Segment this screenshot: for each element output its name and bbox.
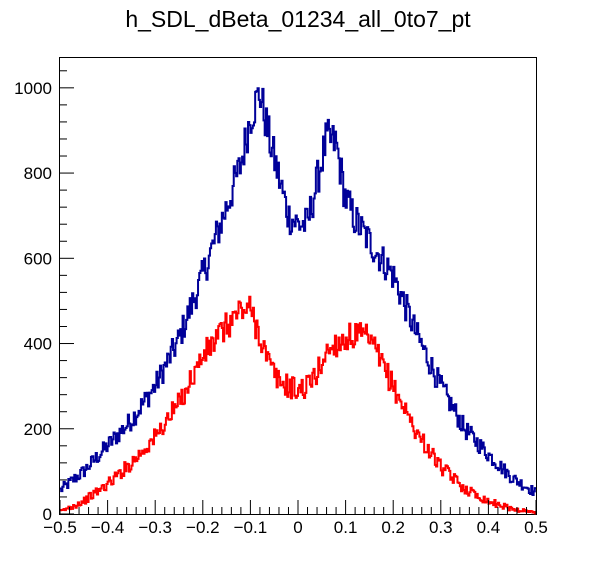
x-tick-label: −0.3	[138, 518, 172, 537]
x-tick-label: −0.1	[234, 518, 268, 537]
plot-frame	[59, 57, 537, 515]
x-tick-label: 0.4	[477, 518, 501, 537]
x-tick-label: −0.2	[186, 518, 220, 537]
x-tick-label: −0.5	[43, 518, 77, 537]
x-tick-label: 0.5	[524, 518, 548, 537]
axis-layer: −0.5 −0.4 −0.3 −0.2 −0.1 0 0.1 0.2 0.3 0.4 0.5 0 200…	[14, 70, 548, 537]
x-tick-label: 0	[293, 518, 302, 537]
y-tick-label: 0	[43, 505, 52, 524]
y-tick-label: 1000	[14, 79, 52, 98]
x-tick-label: −0.4	[91, 518, 125, 537]
x-tick-label: 0.3	[429, 518, 453, 537]
x-tick-label: 0.2	[381, 518, 405, 537]
series-layer	[60, 87, 536, 515]
y-tick-label: 600	[24, 249, 52, 268]
x-tick-label: 0.1	[334, 518, 358, 537]
y-tick-label: 200	[24, 420, 52, 439]
y-tick-label: 400	[24, 335, 52, 354]
series-line-0	[60, 87, 536, 497]
y-tick-label: 800	[24, 164, 52, 183]
chart-title: h_SDL_dBeta_01234_all_0to7_pt	[125, 6, 471, 32]
series-line-1	[60, 295, 536, 515]
